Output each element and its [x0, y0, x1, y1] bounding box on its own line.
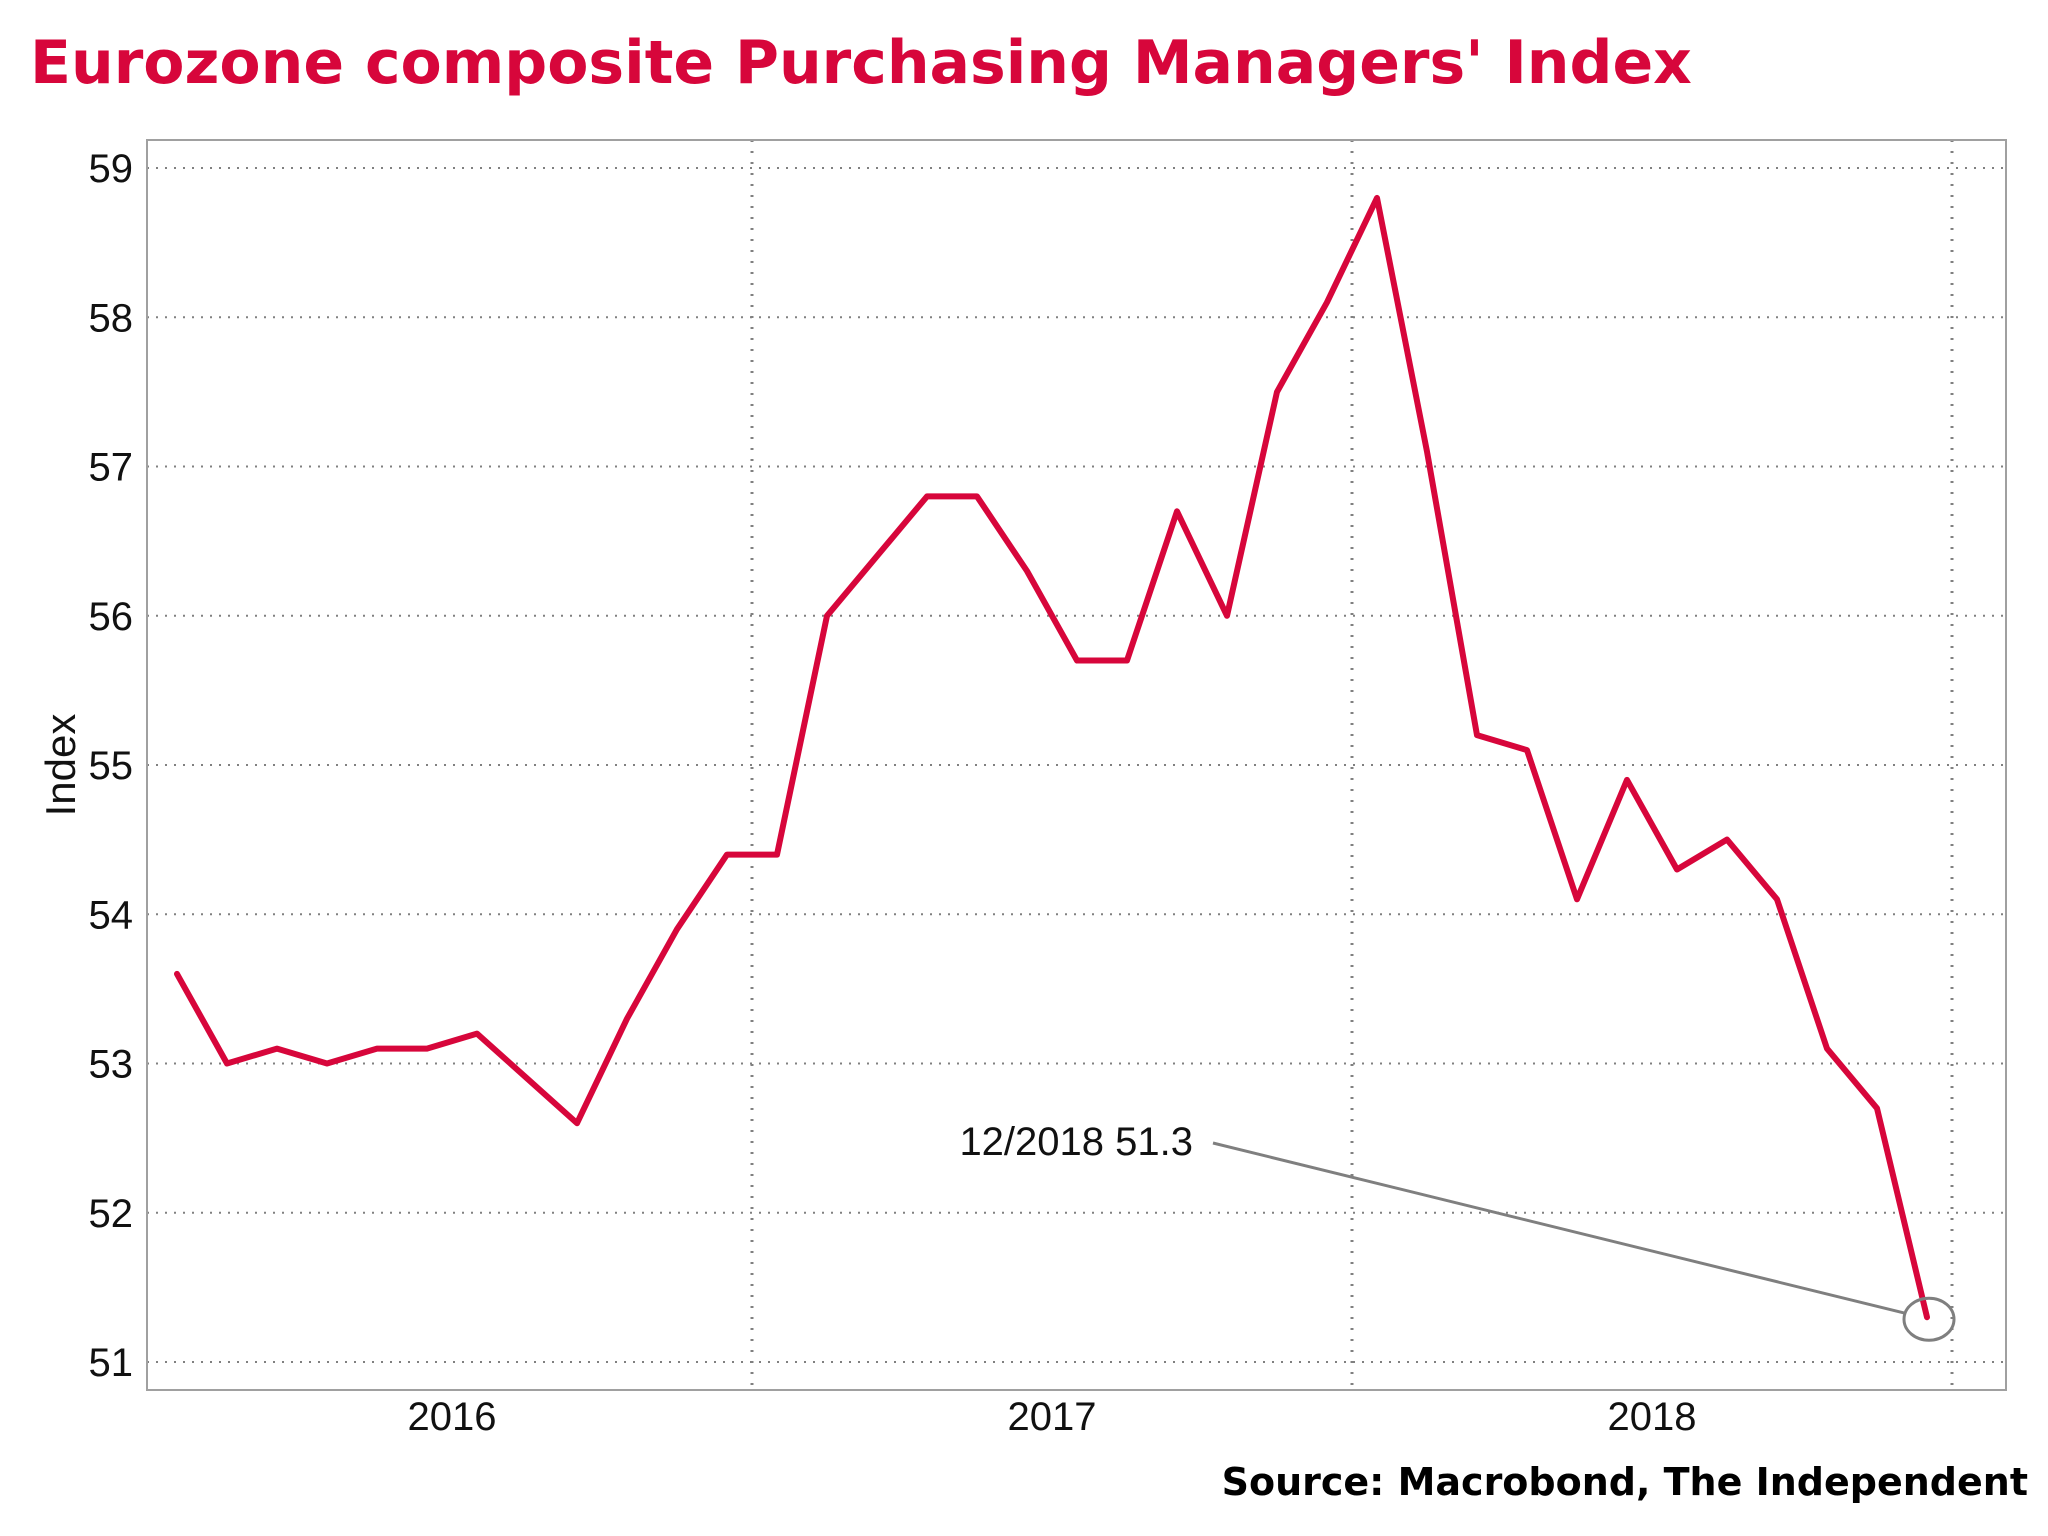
annotation-circle [1902, 1296, 1956, 1342]
series-line [174, 194, 1930, 1321]
y-tick-label: 53 [89, 1043, 134, 1087]
y-tick-label: 56 [89, 595, 134, 639]
annotation-leader-line [1212, 1141, 1906, 1315]
x-tick-label: 2016 [408, 1395, 497, 1439]
y-tick-label: 54 [89, 893, 134, 937]
y-tick-label: 55 [89, 744, 134, 788]
chart-title: Eurozone composite Purchasing Managers' … [30, 28, 1692, 98]
y-tick-label: 59 [89, 147, 134, 191]
chart-source: Source: Macrobond, The Independent [1221, 1460, 2028, 1504]
y-axis-label: Index [37, 714, 84, 817]
annotation-layer: 12/2018 51.3 [959, 1120, 1956, 1342]
y-tick-label: 51 [89, 1341, 134, 1385]
plot-frame [146, 139, 2007, 1391]
y-tick-label: 52 [89, 1192, 134, 1236]
x-tick-label: 2017 [1008, 1395, 1097, 1439]
y-tick-label: 57 [89, 446, 134, 490]
y-tick-labels: 51 52 53 54 55 56 57 58 59 [89, 147, 134, 1385]
x-tick-labels: 2016 2017 2018 [408, 1395, 1697, 1439]
series-layer [174, 194, 1930, 1321]
x-tick-label: 2018 [1608, 1395, 1697, 1439]
grid-layer [147, 140, 2006, 1390]
y-tick-label: 58 [89, 296, 134, 340]
annotation-label: 12/2018 51.3 [959, 1120, 1193, 1164]
